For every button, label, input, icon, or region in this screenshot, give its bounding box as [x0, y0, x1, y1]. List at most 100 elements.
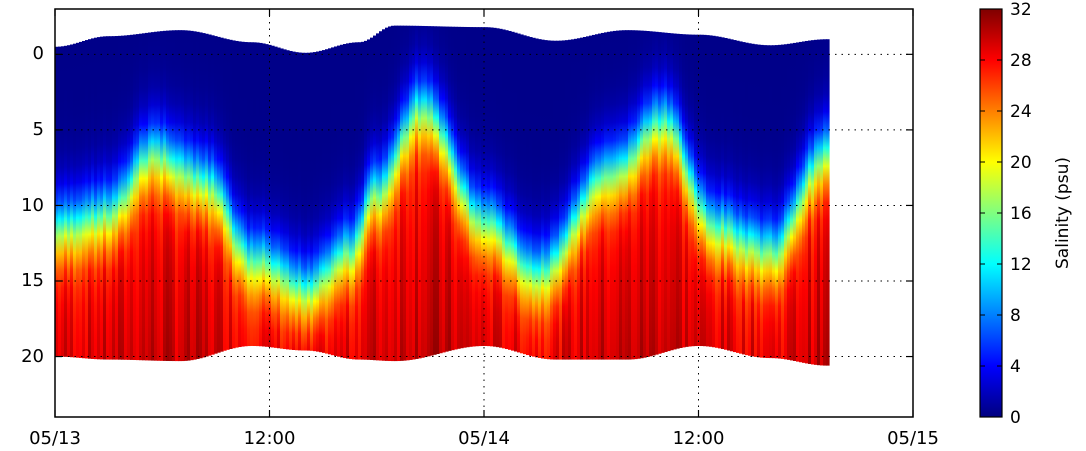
salinity-column [115, 36, 119, 360]
y-tick-label-10: 10 [21, 195, 44, 216]
salinity-column [559, 40, 563, 360]
salinity-column [280, 48, 284, 349]
y-tick-label-5: 5 [33, 119, 44, 140]
salinity-column [349, 42, 353, 360]
salinity-column [457, 26, 461, 349]
salinity-column [502, 29, 506, 349]
salinity-column [250, 42, 254, 346]
salinity-column [205, 33, 209, 357]
salinity-column [565, 40, 569, 360]
salinity-column [187, 30, 191, 361]
salinity-column [421, 25, 425, 358]
salinity-column [472, 27, 476, 347]
salinity-column [94, 37, 98, 360]
salinity-column [448, 26, 452, 351]
salinity-column [730, 39, 734, 352]
salinity-column [535, 38, 539, 358]
salinity-column [55, 46, 59, 357]
y-tick-label-0: 0 [33, 43, 44, 64]
salinity-column [409, 25, 413, 360]
salinity-column [235, 40, 239, 348]
salinity-column [532, 37, 536, 357]
salinity-column [325, 49, 329, 354]
salinity-column [454, 26, 458, 350]
salinity-column [490, 27, 494, 347]
salinity-column [430, 26, 434, 356]
salinity-column [79, 41, 83, 358]
salinity-column [631, 30, 635, 360]
salinity-column [193, 31, 197, 360]
colorbar-tick-label-24: 24 [1010, 102, 1032, 122]
salinity-column [367, 39, 371, 360]
salinity-column [211, 35, 215, 355]
salinity-column [709, 35, 713, 347]
salinity-column [100, 36, 104, 360]
salinity-column [496, 28, 500, 348]
salinity-column [670, 33, 674, 351]
salinity-column [64, 45, 68, 357]
salinity-column [610, 31, 614, 360]
salinity-column [589, 35, 593, 360]
salinity-column [658, 32, 662, 354]
salinity-column [196, 31, 200, 359]
salinity-column [247, 42, 251, 347]
salinity-column [130, 34, 134, 360]
colorbar-tick-label-8: 8 [1010, 306, 1021, 326]
salinity-column [640, 30, 644, 359]
salinity-column [289, 50, 293, 350]
salinity-column [436, 26, 440, 355]
salinity-column [376, 33, 380, 361]
salinity-column [616, 30, 620, 360]
salinity-column [511, 31, 515, 351]
salinity-column [700, 34, 704, 347]
salinity-column [334, 46, 338, 356]
salinity-column [463, 26, 467, 348]
salinity-column [61, 46, 65, 357]
colorbar-tick-label-16: 16 [1010, 204, 1032, 224]
salinity-column [328, 48, 332, 355]
salinity-column [685, 34, 689, 347]
salinity-column [538, 39, 542, 358]
salinity-column [580, 37, 584, 360]
salinity-column [607, 31, 611, 360]
salinity-column [151, 32, 155, 361]
salinity-column [742, 42, 746, 355]
salinity-column [805, 40, 809, 364]
salinity-column [790, 43, 794, 361]
salinity-column [592, 34, 596, 360]
salinity-column [724, 37, 728, 350]
salinity-column [229, 39, 233, 349]
salinity-column [292, 51, 296, 351]
colorbar-tick-label-32: 32 [1010, 0, 1032, 20]
grid-lines [55, 9, 913, 417]
salinity-column [301, 52, 305, 351]
salinity-column [622, 30, 626, 360]
salinity-column [346, 43, 350, 359]
salinity-column [190, 30, 194, 361]
salinity-column [739, 41, 743, 354]
salinity-column [319, 50, 323, 353]
salinity-column [487, 27, 491, 347]
salinity-field [55, 25, 830, 366]
salinity-column [265, 44, 269, 347]
salinity-column [499, 28, 503, 348]
colorbar-tick-label-20: 20 [1010, 153, 1032, 173]
salinity-column [91, 38, 95, 359]
y-tick-label-20: 20 [21, 346, 44, 367]
salinity-column [763, 45, 767, 358]
salinity-column [613, 30, 617, 360]
salinity-column [313, 52, 317, 352]
salinity-column [97, 37, 101, 360]
salinity-column [595, 34, 599, 360]
colorbar-title: Salinity (psu) [1053, 157, 1073, 269]
salinity-column [802, 41, 806, 363]
colorbar-tick-label-4: 4 [1010, 357, 1021, 377]
salinity-column [67, 45, 71, 358]
salinity-column [820, 39, 824, 366]
salinity-column [172, 30, 176, 362]
salinity-column [799, 41, 803, 363]
salinity-column [778, 44, 782, 359]
salinity-column [352, 42, 356, 360]
salinity-column [244, 42, 248, 347]
salinity-column [238, 41, 242, 348]
